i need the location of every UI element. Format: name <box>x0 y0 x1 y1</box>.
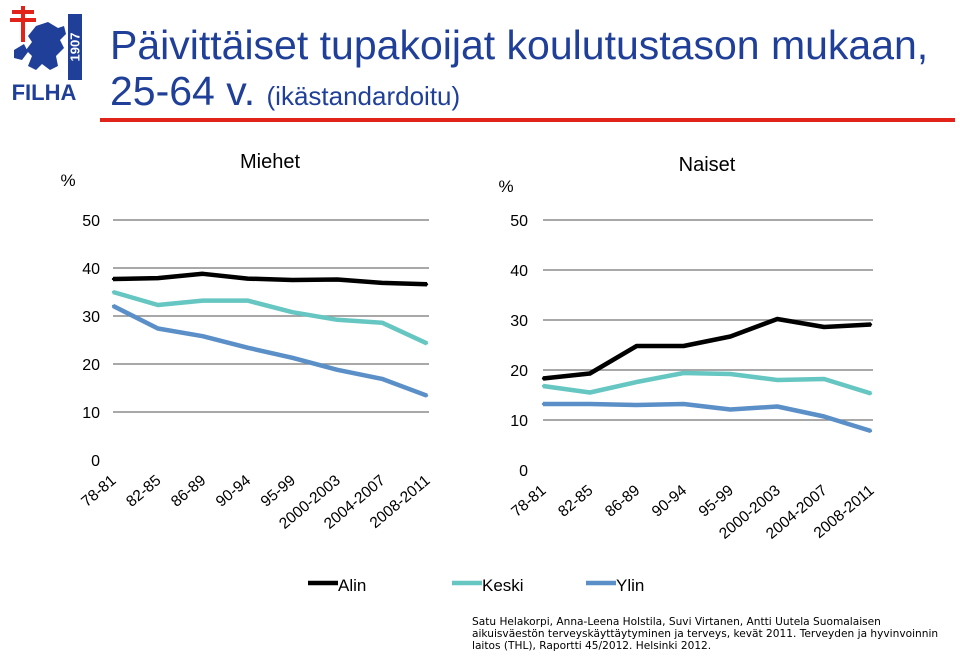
data-point <box>156 303 160 307</box>
data-point <box>201 272 204 275</box>
data-point <box>291 310 294 314</box>
source-line-2: aikuisväestön terveyskäyttäytyminen ja t… <box>472 627 939 640</box>
source-line-1: Satu Helakorpi, Anna-Leena Holstila, Suv… <box>472 616 881 628</box>
data-point <box>635 344 638 348</box>
data-point <box>869 323 873 326</box>
cross-icon <box>10 6 36 42</box>
y-tick-label: 0 <box>519 463 528 480</box>
data-point <box>541 377 545 380</box>
x-tick-label: 82-85 <box>555 482 596 521</box>
y-tick-label: 20 <box>510 363 528 380</box>
data-point <box>776 317 779 321</box>
data-point <box>822 415 826 418</box>
lion-emblem-icon <box>14 22 66 70</box>
x-tick-label: 90-94 <box>213 472 255 511</box>
data-point <box>541 384 545 388</box>
y-tick-label: 20 <box>82 357 100 374</box>
legend-label-keski: Keski <box>482 576 524 595</box>
series-line-keski <box>112 289 428 346</box>
chart-title: Naiset <box>679 154 736 176</box>
data-point <box>682 371 685 375</box>
y-axis-label: % <box>498 177 513 196</box>
x-tick-label: 78-81 <box>508 482 549 521</box>
data-point <box>729 408 732 411</box>
data-point <box>635 380 638 384</box>
legend-label-alin: Alin <box>338 576 366 595</box>
y-tick-label: 30 <box>510 313 528 330</box>
series-line-ylin <box>111 303 428 398</box>
data-point <box>588 402 592 406</box>
data-point <box>111 304 115 308</box>
data-point <box>425 394 429 397</box>
y-tick-label: 50 <box>510 213 528 230</box>
data-point <box>682 402 685 406</box>
title-line2-main: 25-64 v. <box>110 68 256 114</box>
data-point <box>635 403 638 407</box>
filha-logo: 1907 FILHA <box>10 6 83 104</box>
x-tick-label: 82-85 <box>123 472 164 511</box>
source-citation: Satu Helakorpi, Anna-Leena Holstila, Suv… <box>472 616 942 652</box>
data-point <box>380 377 384 381</box>
y-tick-label: 40 <box>510 263 528 280</box>
data-point <box>869 392 873 395</box>
chart-title: Miehet <box>240 151 300 173</box>
data-point <box>156 276 160 280</box>
data-point <box>336 278 339 281</box>
y-tick-label: 40 <box>82 261 100 278</box>
data-point <box>822 377 826 381</box>
y-tick-label: 50 <box>82 213 100 230</box>
data-point <box>246 346 249 349</box>
data-point <box>380 321 384 324</box>
data-point <box>156 327 160 330</box>
data-point <box>425 342 429 345</box>
y-tick-label: 10 <box>82 405 100 422</box>
data-point <box>869 429 873 433</box>
series-line-alin <box>112 271 428 287</box>
data-point <box>425 283 429 286</box>
legend-label-ylin: Ylin <box>616 576 644 595</box>
data-point <box>111 277 115 281</box>
data-point <box>336 318 339 322</box>
x-tick-label: 86-89 <box>602 482 643 521</box>
x-tick-label: 86-89 <box>168 472 209 511</box>
y-tick-label: 0 <box>91 453 100 470</box>
series-line-ylin <box>543 401 872 434</box>
y-tick-label: 30 <box>82 309 100 326</box>
data-point <box>246 299 249 302</box>
series-line-alin <box>542 316 872 381</box>
data-point <box>822 325 826 329</box>
x-tick-label: 90-94 <box>649 482 691 521</box>
y-axis-label: % <box>60 171 75 190</box>
data-point <box>729 372 732 376</box>
x-tick-label: 95-99 <box>696 482 737 521</box>
data-point <box>380 281 384 285</box>
data-point <box>291 356 294 359</box>
data-point <box>588 391 592 394</box>
x-tick-label: 78-81 <box>78 472 119 511</box>
title-line2-suffix: (ikästandardoitu) <box>266 81 461 111</box>
data-point <box>776 405 779 408</box>
data-point <box>201 299 204 302</box>
data-point <box>682 344 685 348</box>
page-title: Päivittäiset tupakoijat koulutustason mu… <box>110 22 928 119</box>
data-point <box>291 278 294 282</box>
logo-year: 1907 <box>68 33 83 62</box>
data-point <box>729 335 732 338</box>
data-point <box>246 277 249 280</box>
data-point <box>201 334 204 338</box>
title-underline <box>100 118 955 122</box>
data-point <box>336 368 339 371</box>
data-point <box>541 402 545 406</box>
source-line-3: laitos (THL), Raportti 45/2012. Helsinki… <box>472 639 712 652</box>
y-tick-label: 10 <box>510 413 528 430</box>
title-line1: Päivittäiset tupakoijat koulutustason mu… <box>110 22 929 68</box>
data-point <box>111 290 115 294</box>
data-point <box>588 372 592 375</box>
logo-word: FILHA <box>12 80 77 104</box>
data-point <box>776 378 779 382</box>
year-banner <box>68 14 82 80</box>
series-line-keski <box>542 370 872 396</box>
